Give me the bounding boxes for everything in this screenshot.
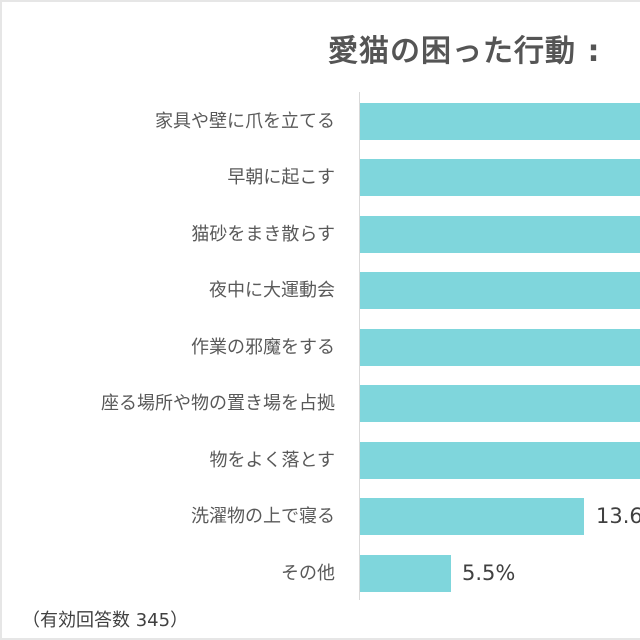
sample-size-note: （有効回答数 345） — [22, 610, 189, 631]
category-label: 座る場所や物の置き場を占拠 — [101, 393, 335, 414]
category-label: 猫砂をまき散らす — [191, 224, 335, 245]
category-axis-line — [359, 92, 360, 600]
bar — [360, 442, 640, 479]
category-label: 早朝に起こす — [227, 167, 335, 188]
category-label: 夜中に大運動会 — [209, 280, 335, 301]
bar — [360, 272, 640, 309]
bar-row: 早朝に起こす — [2, 159, 640, 196]
bar-row: 座る場所や物の置き場を占拠 — [2, 385, 640, 422]
category-label: 作業の邪魔をする — [191, 337, 335, 358]
bar — [360, 385, 640, 422]
category-label: 家具や壁に爪を立てる — [155, 111, 335, 132]
bar-row: 夜中に大運動会 — [2, 272, 640, 309]
bar — [360, 498, 584, 535]
category-label: 洗濯物の上で寝る — [191, 506, 335, 527]
bar-row: 猫砂をまき散らす — [2, 216, 640, 253]
value-label: 5.5% — [462, 561, 516, 585]
bar-row: 洗濯物の上で寝る 13.6 — [2, 498, 640, 535]
value-label: 13.6 — [596, 504, 640, 528]
bar — [360, 329, 640, 366]
bar-row: 物をよく落とす — [2, 442, 640, 479]
bar-row: 家具や壁に爪を立てる — [2, 103, 640, 140]
bar-row: その他 5.5% — [2, 555, 640, 592]
chart-title: 愛猫の困った行動 : — [328, 34, 601, 69]
bar — [360, 159, 640, 196]
bar — [360, 216, 640, 253]
category-label: 物をよく落とす — [209, 450, 335, 471]
bar-row: 作業の邪魔をする — [2, 329, 640, 366]
bar — [360, 555, 451, 592]
category-label: その他 — [281, 563, 335, 584]
bar — [360, 103, 640, 140]
